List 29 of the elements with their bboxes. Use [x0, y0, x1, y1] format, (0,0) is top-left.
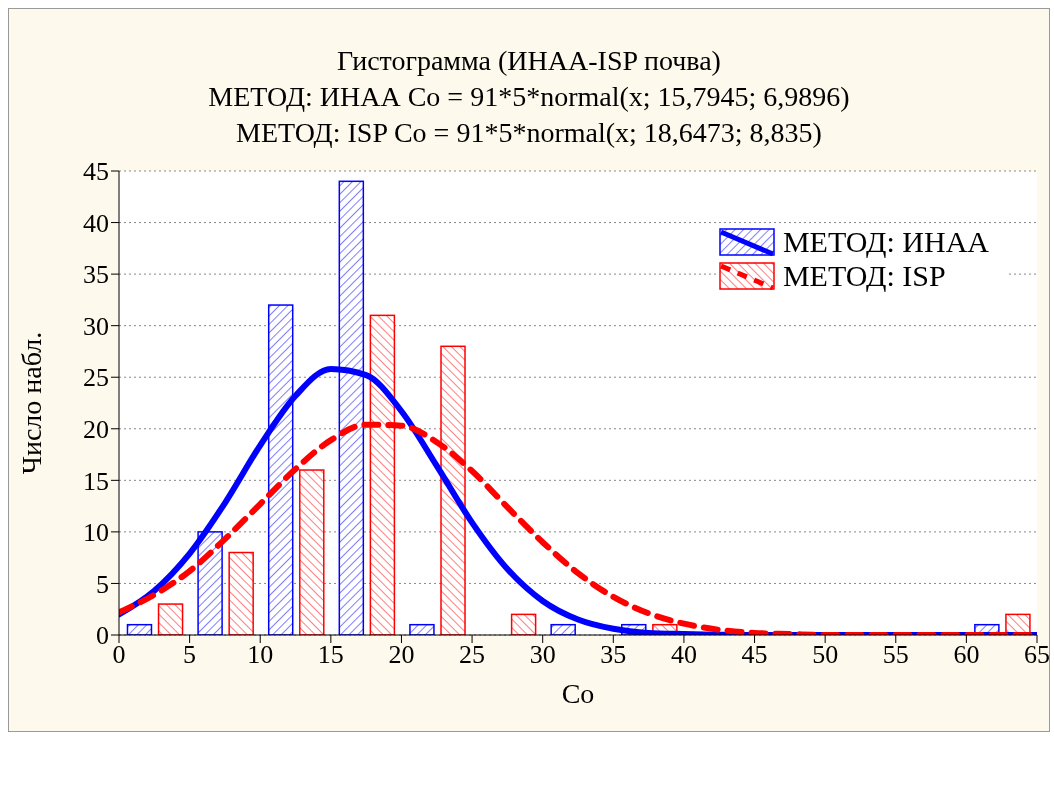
x-tick-label: 25: [459, 640, 486, 670]
y-tick-label: 45: [83, 157, 109, 187]
y-tick-label: 5: [96, 569, 109, 599]
x-tick-label: 45: [741, 640, 768, 670]
x-tick-label: 55: [882, 640, 909, 670]
x-tick-label: 50: [812, 640, 839, 670]
x-tick-label: 40: [670, 640, 697, 670]
y-tick-label: 10: [83, 518, 109, 548]
x-tick-label: 60: [953, 640, 980, 670]
y-tick-label: 40: [83, 208, 109, 238]
chart-title: Гистограмма (ИНАА-ISP почва): [336, 44, 722, 78]
legend-label: МЕТОД: ISP: [782, 259, 946, 293]
x-tick-label: 20: [388, 640, 415, 670]
y-tick-label: 15: [83, 466, 109, 496]
y-tick-label: 25: [83, 363, 109, 393]
y-axis-title: Число набл.: [15, 331, 47, 475]
y-tick-label: 30: [83, 311, 109, 341]
legend-label: МЕТОД: ИНАА: [782, 225, 989, 259]
y-tick-label: 20: [83, 415, 109, 445]
x-tick-label: 65: [1024, 640, 1050, 670]
x-axis-title: Co: [561, 678, 595, 709]
x-tick-label: 15: [317, 640, 344, 670]
chart-subtitle: МЕТОД: ИНАА Co = 91*5*normal(x; 15,7945; 6,9896) МЕТОД: ISP Co = 91*5*normal(x; 18,6473; 8,835): [207, 80, 851, 150]
y-tick-label: 35: [83, 260, 109, 290]
x-tick-label: 5: [183, 640, 197, 670]
x-tick-label: 35: [600, 640, 627, 670]
x-tick-label: 30: [529, 640, 556, 670]
x-tick-label: 10: [247, 640, 274, 670]
y-tick-label: 0: [96, 621, 109, 651]
